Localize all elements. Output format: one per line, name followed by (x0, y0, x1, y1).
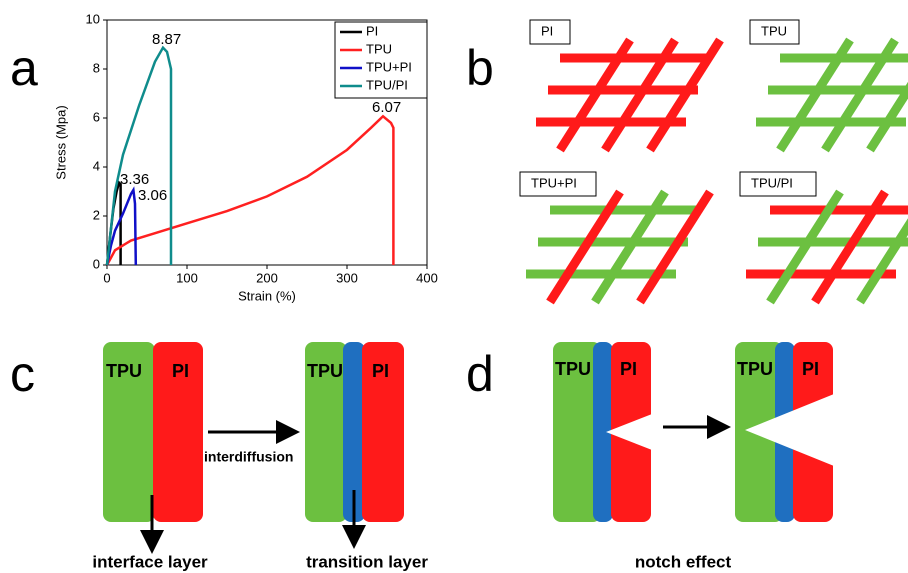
notch (606, 414, 652, 450)
panel-label: c (10, 346, 35, 402)
rod (856, 218, 908, 305)
y-tick-label: 4 (93, 158, 100, 173)
arrow-label: interdiffusion (204, 449, 293, 465)
layer (553, 342, 601, 522)
x-tick-label: 300 (336, 270, 358, 285)
layer (305, 342, 347, 522)
y-tick-label: 8 (93, 60, 100, 75)
notch (745, 394, 834, 466)
layer-label: PI (372, 361, 389, 381)
legend-label: TPU/PI (366, 77, 408, 92)
layer (593, 342, 613, 522)
y-tick-label: 10 (86, 11, 100, 26)
legend-box (334, 21, 428, 99)
layer (153, 342, 203, 522)
weave-label: TPU/PI (751, 175, 793, 190)
label-box (739, 171, 817, 197)
rod (776, 37, 854, 153)
layer-label: TPU (737, 359, 773, 379)
layer-label: PI (802, 359, 819, 379)
x-tick-label: 0 (103, 270, 110, 285)
panel-label: d (466, 346, 494, 402)
weave-label: PI (541, 23, 553, 38)
legend-label: TPU (366, 41, 392, 56)
caption: notch effect (635, 552, 732, 571)
rod (866, 81, 908, 153)
layer-label: TPU (307, 361, 343, 381)
layer-label: TPU (555, 359, 591, 379)
rod (646, 37, 724, 153)
panel-label: a (10, 40, 38, 96)
annotation: 8.87 (152, 31, 181, 48)
layer-label: PI (172, 361, 189, 381)
y-tick-label: 6 (93, 109, 100, 124)
rod (556, 37, 634, 153)
legend-label: TPU+PI (366, 59, 412, 74)
rod (636, 189, 714, 305)
x-tick-label: 200 (256, 270, 278, 285)
rod (546, 189, 624, 305)
y-axis-label: Stress (Mpa) (53, 105, 68, 179)
caption: interface layer (92, 552, 208, 571)
x-tick-label: 400 (416, 270, 438, 285)
annotation: 3.36 (120, 171, 149, 188)
caption: transition layer (306, 552, 428, 571)
weave-label: TPU (761, 23, 787, 38)
weave-label: TPU+PI (531, 175, 577, 190)
annotation: 6.07 (372, 99, 401, 116)
rod (601, 37, 679, 153)
y-tick-label: 2 (93, 207, 100, 222)
label-box (749, 19, 800, 45)
line-series (105, 45, 173, 266)
rod (811, 189, 889, 305)
rod (591, 189, 669, 305)
y-tick-label: 0 (93, 256, 100, 271)
panel-label: b (466, 40, 494, 96)
label-box (519, 171, 597, 197)
x-axis-label: Strain (%) (238, 288, 296, 303)
layer (362, 342, 404, 522)
annotation: 3.06 (138, 187, 167, 204)
layer (343, 342, 365, 522)
line-series (105, 186, 138, 266)
rod (821, 37, 899, 153)
layer (103, 342, 155, 522)
label-box (529, 19, 571, 45)
layer-label: PI (620, 359, 637, 379)
rod (766, 189, 844, 305)
x-tick-label: 100 (176, 270, 198, 285)
layer-label: TPU (106, 361, 142, 381)
legend-label: PI (366, 23, 378, 38)
